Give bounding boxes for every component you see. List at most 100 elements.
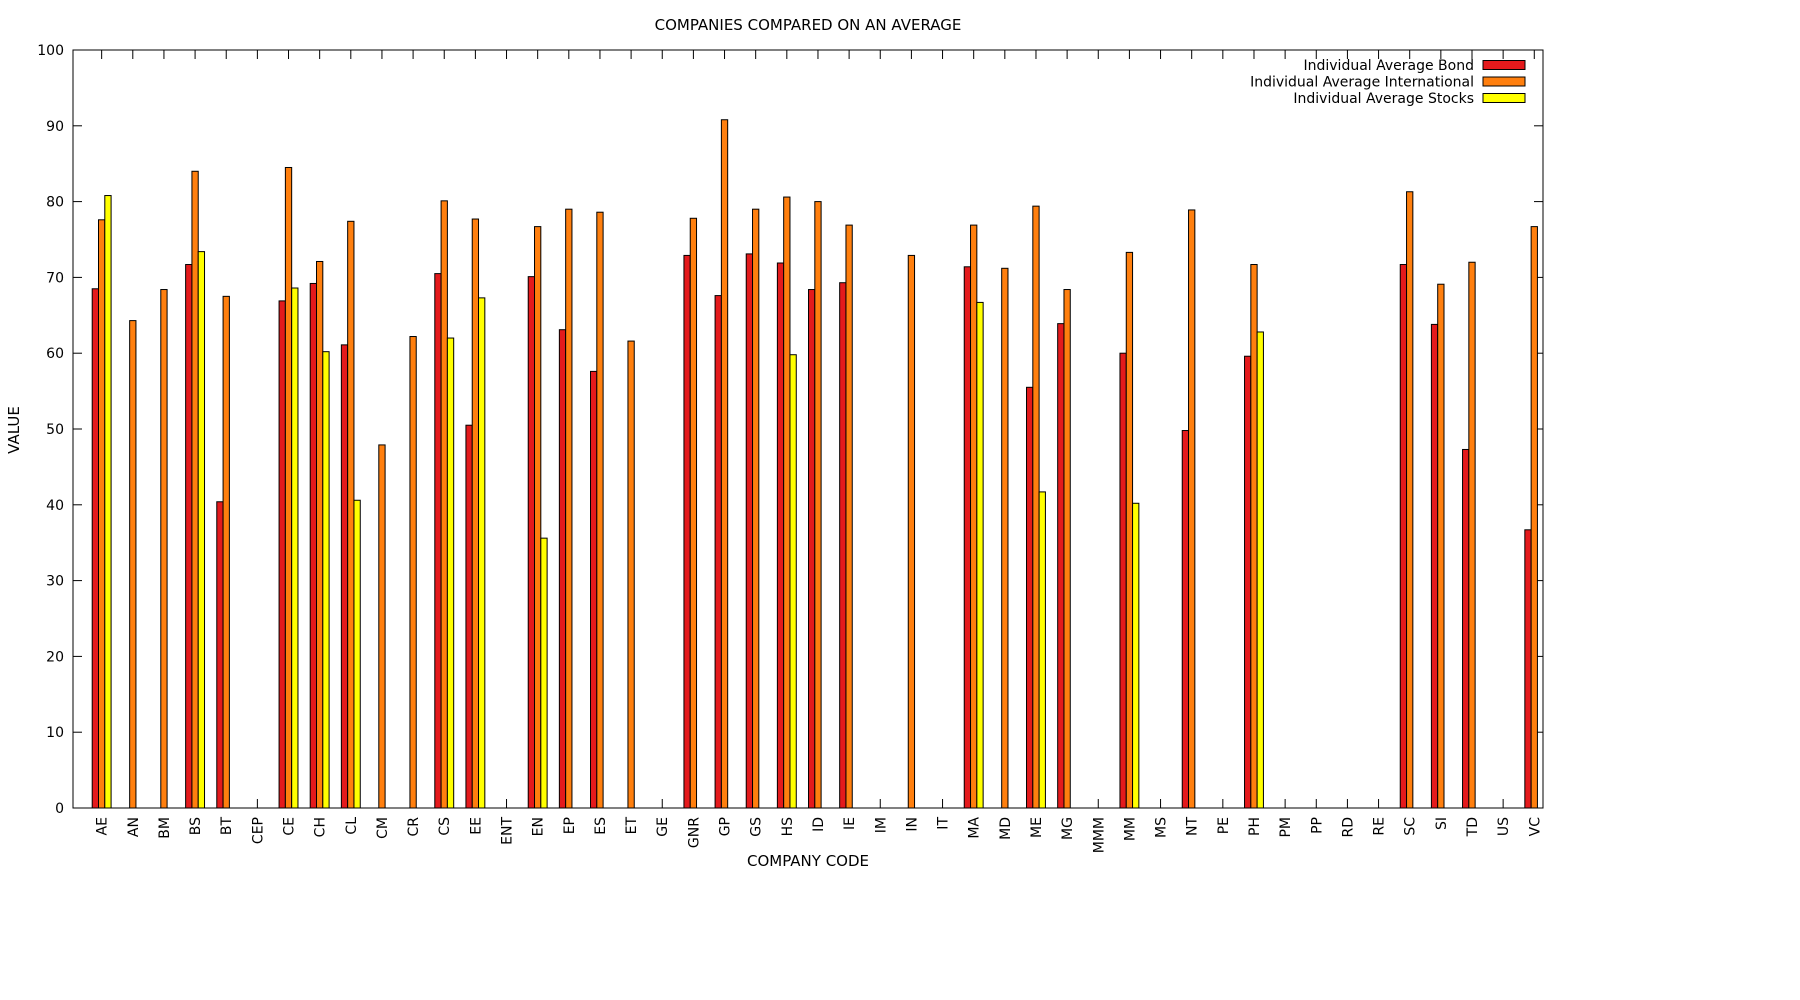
x-tick-label: MD [998,817,1014,840]
x-tick-label: PH [1247,817,1263,836]
legend-swatch [1482,93,1526,103]
bar-bond-GS [745,253,754,809]
bar-stocks-CH [322,351,330,809]
x-tick-label: CL [344,817,360,835]
bar-bond-BT [216,501,224,809]
bar-stocks-ME [1038,491,1046,809]
x-tick-label: ID [811,817,827,832]
x-tick-label: RE [1372,817,1388,836]
x-tick-label: IE [842,817,858,830]
x-tick-label: PE [1216,817,1232,834]
bar-bond-ME [1026,386,1034,809]
bar-international-HS [783,196,791,809]
x-tick-label: BS [188,817,204,835]
x-tick-label: CR [406,817,422,837]
x-axis-label: COMPANY CODE [747,852,869,870]
x-tick-label: ENT [500,817,516,845]
bar-bond-EE [465,424,473,809]
bar-international-CE [284,166,293,809]
x-tick-label: ME [1029,817,1045,838]
bar-international-SI [1437,283,1445,809]
bar-bond-BS [185,264,193,809]
legend-label: Individual Average International [1250,75,1474,91]
bar-stocks-EE [478,297,486,809]
bar-stocks-HS [789,354,797,809]
bar-international-CR [409,336,417,809]
x-tick-label: IM [873,817,889,833]
bar-bond-CS [434,273,442,809]
x-tick-label: VC [1527,817,1543,837]
legend-label: Individual Average Bond [1303,58,1474,74]
bar-international-CL [347,220,355,809]
x-tick-label: BM [157,817,173,839]
bar-international-ID [814,201,822,809]
x-tick-label: MMM [1091,817,1107,853]
bar-stocks-CE [291,287,299,809]
x-tick-label: GP [718,817,734,836]
x-tick-label: BT [219,817,235,836]
x-tick-label: ES [593,817,609,835]
bar-stocks-MM [1132,502,1140,809]
x-tick-label: CH [313,817,329,837]
bar-bond-MA [963,266,972,809]
bar-international-GNR [689,217,698,809]
bar-international-MG [1063,289,1071,809]
chart-title: COMPANIES COMPARED ON AN AVERAGE [655,16,962,34]
y-tick-label: 90 [46,119,64,135]
bar-international-AN [129,320,137,809]
x-tick-label: HS [780,817,796,837]
x-tick-label: EN [531,817,547,836]
bar-bond-SI [1430,323,1439,809]
y-tick-label: 10 [46,725,64,741]
y-tick-label: 40 [46,498,64,514]
bar-international-BM [160,289,168,809]
x-tick-label: MA [967,817,983,839]
bar-bond-SC [1399,264,1408,809]
bar-international-BT [222,295,230,809]
bar-stocks-CS [446,337,455,809]
bar-international-IN [907,254,916,809]
y-tick-label: 100 [37,43,64,59]
bar-international-EN [534,226,542,809]
bar-international-CS [440,200,448,809]
x-tick-label: SI [1434,817,1450,830]
bar-bond-GP [714,295,722,809]
bar-international-BS [191,170,199,809]
x-tick-label: CS [437,817,453,836]
bar-stocks-EN [540,537,548,809]
bar-stocks-PH [1256,331,1264,809]
bar-international-CM [378,444,386,809]
legend-swatch [1482,60,1526,70]
x-tick-label: SC [1403,817,1419,836]
x-tick-label: ET [624,817,640,835]
x-tick-label: GE [655,817,671,837]
x-tick-label: IN [904,817,920,832]
bar-bond-IE [839,282,847,809]
bar-bond-AE [91,288,99,809]
y-tick-label: 20 [46,649,64,665]
x-axis: AE AN BM BS BT CEP CE CH CL CM CR CS EE ENT EN EP ES ET GE… [95,50,1543,853]
bar-international-ET [627,340,635,809]
x-tick-label: EE [468,817,484,835]
x-tick-label: CE [282,817,298,836]
bar-international-MA [970,224,978,809]
bar-bond-VC [1524,529,1532,809]
x-tick-label: EP [562,817,578,834]
bar-international-NT [1188,209,1196,809]
bar-international-GP [720,119,729,809]
y-tick-label: 0 [55,801,64,817]
legend-swatch [1482,76,1526,87]
bar-international-MM [1125,251,1134,809]
bar-bond-ID [808,289,816,809]
bar-stocks-AE [104,195,112,809]
bar-bond-MM [1119,352,1127,809]
x-tick-label: AE [95,817,111,835]
bar-international-VC [1530,226,1538,809]
bar-bond-TD [1462,448,1470,809]
bar-bond-MG [1057,323,1065,809]
bar-bond-EP [558,329,567,809]
bar-international-IE [845,224,853,809]
bar-international-TD [1468,261,1476,809]
